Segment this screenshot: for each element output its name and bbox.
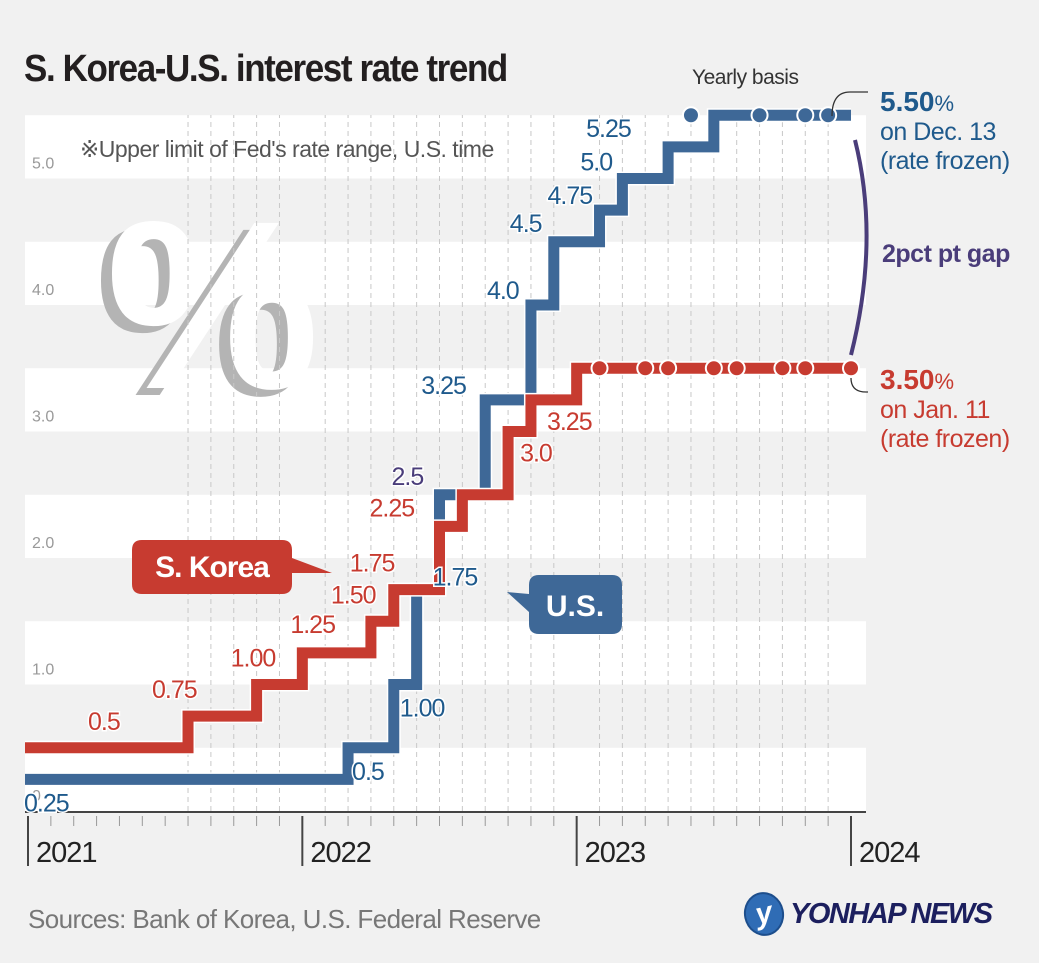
yonhap-logo-text: YONHAP NEWS — [790, 897, 993, 930]
x-tick-label: 2021 — [36, 837, 97, 869]
korea-rate-date: on Jan. 11 — [880, 396, 990, 425]
y-tick-label: 3.0 — [32, 409, 54, 426]
us-rate-value: 5.50 — [880, 86, 935, 117]
us-freeze-dot — [796, 106, 815, 125]
korea-legend-box — [132, 540, 332, 594]
data-label: 0.75 — [152, 676, 197, 704]
callouts: S. Korea U.S. — [132, 91, 869, 634]
us-freeze-dot — [681, 106, 700, 125]
us-rate-date: on Dec. 13 — [880, 118, 996, 147]
korea-freeze-dot — [636, 359, 655, 378]
yonhap-logo: y YONHAP NEWS — [739, 888, 993, 940]
data-label: 3.0 — [520, 440, 552, 468]
korea-freeze-dot — [704, 359, 723, 378]
source-note: Sources: Bank of Korea, U.S. Federal Res… — [28, 904, 541, 934]
data-label: 1.75 — [433, 564, 478, 592]
yonhap-logo-icon: y — [739, 888, 789, 940]
us-rate-unit: % — [934, 91, 955, 116]
korea-freeze-dot — [590, 359, 609, 378]
korea-rate-value: 3.50 — [880, 364, 935, 395]
korea-annotation: 3.50% on Jan. 11 (rate frozen) — [880, 364, 1010, 454]
data-label: 5.0 — [580, 149, 612, 177]
data-label: 2.5 — [392, 463, 424, 491]
y-axis-ticks: 0 1.0 2.0 3.0 4.0 5.0 — [32, 156, 54, 806]
korea-legend-callout: S. Korea — [132, 540, 332, 594]
us-leader-line — [831, 91, 868, 117]
band — [25, 115, 866, 179]
x-axis: 2021 2022 2023 2024 — [25, 811, 921, 869]
y-tick-label: 4.0 — [32, 282, 54, 299]
us-freeze-dot — [750, 106, 769, 125]
percent-shadow: % — [95, 178, 308, 446]
x-tick-label: 2023 — [585, 837, 646, 869]
korea-legend-label: S. Korea — [155, 551, 270, 584]
data-label: 0.5 — [352, 758, 384, 786]
us-freeze-dot — [819, 106, 838, 125]
x-tick-label: 2022 — [310, 837, 371, 869]
chart-title: S. Korea-U.S. interest rate trend — [24, 48, 508, 90]
chart-subtitle: Yearly basis — [692, 66, 799, 89]
korea-rate-status: (rate frozen) — [880, 424, 1010, 453]
data-label: 1.00 — [400, 695, 445, 723]
data-label: 1.00 — [231, 645, 276, 673]
band — [25, 241, 866, 305]
data-labels: 0.250.51.001.752.53.254.04.54.755.05.250… — [23, 113, 634, 819]
us-legend-box — [507, 575, 622, 634]
data-label: 1.75 — [350, 550, 395, 578]
series-lines — [25, 108, 851, 787]
data-label: 3.25 — [547, 408, 592, 436]
korea-freeze-dot — [796, 359, 815, 378]
x-tick-label: 2024 — [859, 837, 920, 869]
us-annotation: 5.50% on Dec. 13 (rate frozen) — [880, 86, 1010, 176]
korea-leader-line — [850, 377, 868, 393]
korea-freeze-dot — [842, 359, 860, 378]
data-label: 2.25 — [370, 494, 415, 522]
gap-brace — [849, 139, 869, 356]
data-label: 1.25 — [290, 611, 335, 639]
us-legend-label: U.S. — [546, 590, 604, 623]
us-legend-callout: U.S. — [507, 575, 622, 634]
chart-note: ※Upper limit of Fed's rate range, U.S. t… — [80, 136, 494, 162]
korea-rate-unit: % — [934, 369, 955, 394]
korea-freeze-dot — [773, 359, 792, 378]
korea-freeze-dot — [727, 359, 746, 378]
data-label: 3.25 — [421, 372, 466, 400]
data-label: 4.75 — [548, 182, 593, 210]
korea-rate-line — [25, 362, 851, 754]
band — [25, 621, 866, 685]
gap-label: 2pct pt gap — [882, 240, 1010, 268]
percent-sign-graphic: % % — [95, 171, 319, 446]
background-bands — [25, 115, 866, 811]
band — [25, 368, 866, 432]
data-label: 4.0 — [487, 277, 519, 305]
us-rate-status: (rate frozen) — [880, 146, 1010, 175]
freeze-dots — [590, 106, 860, 378]
percent-face: % — [106, 171, 319, 439]
data-label: 5.25 — [586, 115, 631, 143]
y-tick-label: 5.0 — [32, 156, 54, 173]
data-label: 0.5 — [88, 708, 120, 736]
data-label: 0.25 — [24, 789, 69, 817]
y-tick-label: 0 — [32, 788, 41, 805]
data-label: 4.5 — [510, 210, 542, 238]
us-rate-line — [25, 109, 851, 785]
y-tick-label: 1.0 — [32, 662, 54, 679]
data-label: 1.50 — [331, 581, 376, 609]
korea-freeze-dot — [659, 359, 678, 378]
vertical-gridlines — [187, 115, 829, 811]
y-tick-label: 2.0 — [32, 535, 54, 552]
